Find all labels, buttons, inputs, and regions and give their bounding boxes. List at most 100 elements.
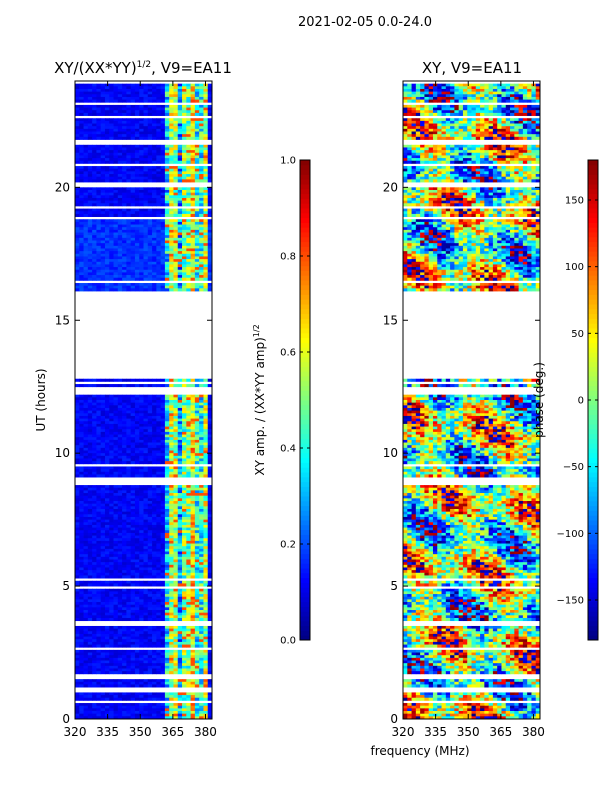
heatmap-cell bbox=[79, 559, 84, 563]
heatmap-cell bbox=[104, 213, 110, 217]
heatmap-cell bbox=[143, 610, 149, 614]
heatmap-cell bbox=[122, 474, 127, 478]
heatmap-cell bbox=[126, 551, 132, 555]
heatmap-cell bbox=[87, 203, 93, 207]
heatmap-cell bbox=[164, 110, 170, 114]
heatmap-cell bbox=[87, 107, 93, 111]
heatmap-cell bbox=[169, 237, 174, 241]
heatmap-cell bbox=[130, 469, 136, 473]
heatmap-cell bbox=[139, 551, 144, 555]
heatmap-cell bbox=[182, 588, 187, 592]
heatmap-cell bbox=[194, 625, 200, 630]
heatmap-cell bbox=[79, 189, 84, 194]
heatmap-cell bbox=[109, 501, 114, 505]
heatmap-cell bbox=[75, 150, 80, 154]
heatmap-cell bbox=[147, 88, 153, 93]
heatmap-cell bbox=[207, 405, 213, 409]
heatmap-cell bbox=[147, 551, 153, 555]
heatmap-cell bbox=[156, 197, 162, 202]
heatmap-cell bbox=[152, 514, 157, 518]
heatmap-cell bbox=[182, 530, 187, 534]
heatmap-cell bbox=[139, 498, 144, 502]
heatmap-cell bbox=[130, 599, 136, 603]
heatmap-cell bbox=[203, 599, 209, 603]
heatmap-cell bbox=[92, 625, 97, 630]
heatmap-cell bbox=[152, 240, 157, 244]
heatmap-cell bbox=[156, 493, 162, 497]
heatmap-cell bbox=[182, 570, 187, 574]
heatmap-cell bbox=[122, 269, 127, 273]
heatmap-cell bbox=[203, 506, 209, 510]
heatmap-cell bbox=[75, 261, 80, 265]
heatmap-cell bbox=[194, 384, 200, 388]
heatmap-cell bbox=[83, 155, 89, 159]
heatmap-cell bbox=[194, 501, 200, 505]
heatmap-cell bbox=[169, 588, 174, 592]
heatmap-cell bbox=[104, 511, 110, 515]
heatmap-cell bbox=[182, 602, 187, 606]
heatmap-cell bbox=[199, 267, 204, 271]
heatmap-cell bbox=[199, 189, 204, 194]
heatmap-cell bbox=[139, 264, 144, 268]
heatmap-cell bbox=[190, 240, 196, 244]
heatmap-cell bbox=[100, 434, 106, 438]
heatmap-cell bbox=[139, 155, 144, 159]
heatmap-cell bbox=[152, 588, 157, 592]
heatmap-cell bbox=[126, 221, 132, 225]
heatmap-cell bbox=[143, 519, 149, 523]
heatmap-cell bbox=[104, 384, 110, 388]
heatmap-cell bbox=[139, 397, 144, 401]
heatmap-cell bbox=[87, 514, 93, 518]
heatmap-cell bbox=[83, 516, 89, 521]
heatmap-cell bbox=[117, 607, 123, 611]
heatmap-cell bbox=[194, 535, 200, 539]
heatmap-cell bbox=[190, 134, 196, 138]
heatmap-cell bbox=[139, 442, 144, 446]
heatmap-cell bbox=[177, 455, 183, 459]
heatmap-cell bbox=[177, 147, 183, 151]
heatmap-cell bbox=[96, 548, 102, 552]
heatmap-cell bbox=[164, 522, 170, 526]
heatmap-cell bbox=[126, 527, 132, 531]
heatmap-cell bbox=[169, 155, 174, 159]
heatmap-cell bbox=[87, 551, 93, 555]
heatmap-cell bbox=[126, 628, 132, 632]
heatmap-cell bbox=[203, 150, 209, 154]
heatmap-cell bbox=[75, 88, 80, 93]
heatmap-cell bbox=[130, 546, 136, 550]
heatmap-cell bbox=[207, 158, 213, 162]
heatmap-cell bbox=[160, 288, 166, 292]
heatmap-cell bbox=[190, 423, 196, 427]
heatmap-cell bbox=[152, 264, 157, 268]
heatmap-cell bbox=[160, 200, 166, 204]
heatmap-cell bbox=[186, 567, 191, 571]
heatmap-cell bbox=[164, 633, 170, 637]
heatmap-cell bbox=[177, 607, 183, 611]
heatmap-cell bbox=[143, 617, 149, 622]
heatmap-cell bbox=[147, 633, 153, 637]
heatmap-cell bbox=[113, 580, 119, 584]
heatmap-cell bbox=[83, 506, 89, 510]
heatmap-cell bbox=[173, 522, 179, 526]
heatmap-cell bbox=[182, 503, 187, 507]
heatmap-cell bbox=[122, 426, 127, 430]
heatmap-cell bbox=[190, 110, 196, 114]
heatmap-cell bbox=[152, 171, 157, 175]
heatmap-cell bbox=[203, 160, 209, 164]
heatmap-cell bbox=[152, 466, 157, 470]
heatmap-cell bbox=[203, 596, 209, 600]
heatmap-cell bbox=[79, 572, 84, 576]
heatmap-cell bbox=[156, 426, 162, 430]
heatmap-cell bbox=[96, 516, 102, 521]
heatmap-cell bbox=[199, 421, 204, 425]
heatmap-cell bbox=[177, 394, 183, 398]
heatmap-cell bbox=[164, 99, 170, 103]
heatmap-cell bbox=[79, 402, 84, 406]
heatmap-cell bbox=[117, 104, 123, 108]
heatmap-cell bbox=[75, 551, 80, 555]
heatmap-cell bbox=[109, 147, 114, 151]
heatmap-cell bbox=[186, 213, 191, 217]
heatmap-cell bbox=[79, 112, 84, 116]
heatmap-cell bbox=[109, 535, 114, 539]
heatmap-cell bbox=[186, 405, 191, 409]
